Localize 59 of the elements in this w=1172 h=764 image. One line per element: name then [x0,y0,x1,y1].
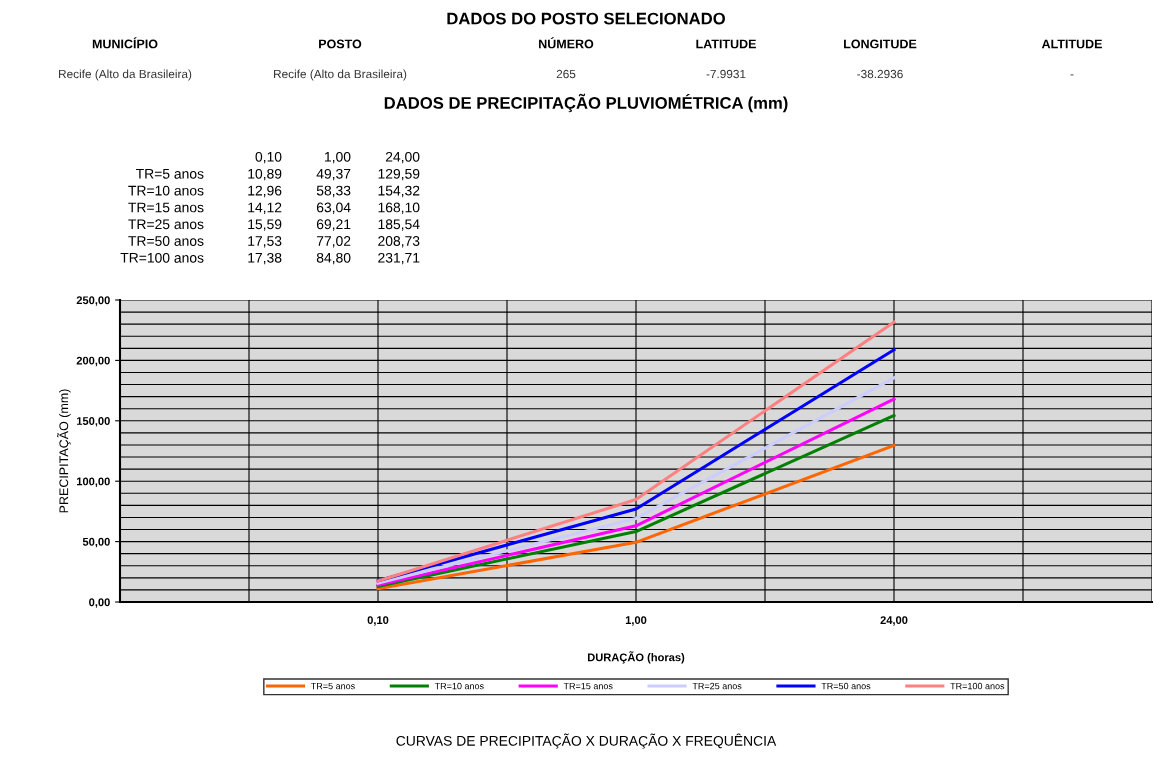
x-axis-title: DURAÇÃO (horas) [587,651,685,664]
text: NÚMERO [539,37,594,49]
text: 185,54 [378,219,420,231]
text: 84,80 [316,252,351,265]
text: DADOS DE PRECIPITAÇÃO PLUVIOMÉTRICA (mm) [384,93,788,113]
text: MUNICÍPIO [92,37,158,49]
text: LONGITUDE [844,39,917,49]
text: TR=5 anos [135,169,204,179]
text: 129,59 [378,168,420,181]
y-tick-label: 50,00 [82,537,110,548]
text: 69,21 [316,219,351,231]
y-tick-label: 0,00 [89,598,110,608]
y-tick-label: 100,00 [77,477,110,487]
x-tick-label: 1,00 [625,616,647,626]
text: CURVAS DE PRECIPITAÇÃO X DURAÇÃO X FREQUÊNCIA [396,733,777,749]
text: 10,89 [248,168,282,181]
legend-label: TR=5 anos [310,682,355,690]
y-axis-title: PRECIPITAÇÃO (mm) [57,389,71,513]
text: -7.9931 [706,69,746,79]
text: 15,59 [248,219,282,231]
text: 168,10 [378,202,420,214]
chart-title: DADOS DO POSTO SELECIONADO [447,12,725,25]
text: - [1070,74,1074,76]
text: TR=50 anos [128,236,204,246]
category-label: 0,10 [255,151,282,164]
text: TR=25 anos [128,219,204,230]
category-label: 24,00 [385,151,420,164]
legend-label: TR=10 anos [434,682,484,690]
y-tick-label: 250,00 [76,296,110,306]
text: 12,96 [248,185,282,198]
text: 49,37 [316,168,351,181]
y-tick-label: 150,00 [77,417,110,427]
text: POSTO [319,39,362,49]
text: ALTITUDE [1041,39,1102,49]
text: LATITUDE [696,39,756,49]
legend-label: TR=100 anos [950,682,1005,690]
y-tick-label: 200,00 [76,356,110,367]
text: 14,12 [248,202,282,214]
category-label: 1,00 [325,151,351,164]
text: 77,02 [316,236,351,248]
text: 58,33 [316,185,351,198]
text: 63,04 [316,202,351,214]
legend-label: TR=25 anos [692,682,742,690]
text: 231,71 [378,252,420,265]
text: TR=100 anos [120,252,204,263]
legend-label: TR=50 anos [821,682,871,690]
legend-label: TR=15 anos [563,682,613,690]
x-tick-label: 0,10 [367,616,389,626]
text: Recife (Alto da Brasileira) [274,69,407,81]
text: 265 [556,69,576,79]
text: 17,38 [248,252,282,265]
text: TR=15 anos [128,202,204,213]
text: Recife (Alto da Brasileira) [59,69,192,81]
text: 17,53 [248,236,282,248]
text: 154,32 [378,185,420,198]
x-tick-label: 24,00 [880,616,908,626]
text: TR=10 anos [128,185,204,196]
text: -38.2936 [857,69,903,79]
text: 208,73 [378,236,420,248]
